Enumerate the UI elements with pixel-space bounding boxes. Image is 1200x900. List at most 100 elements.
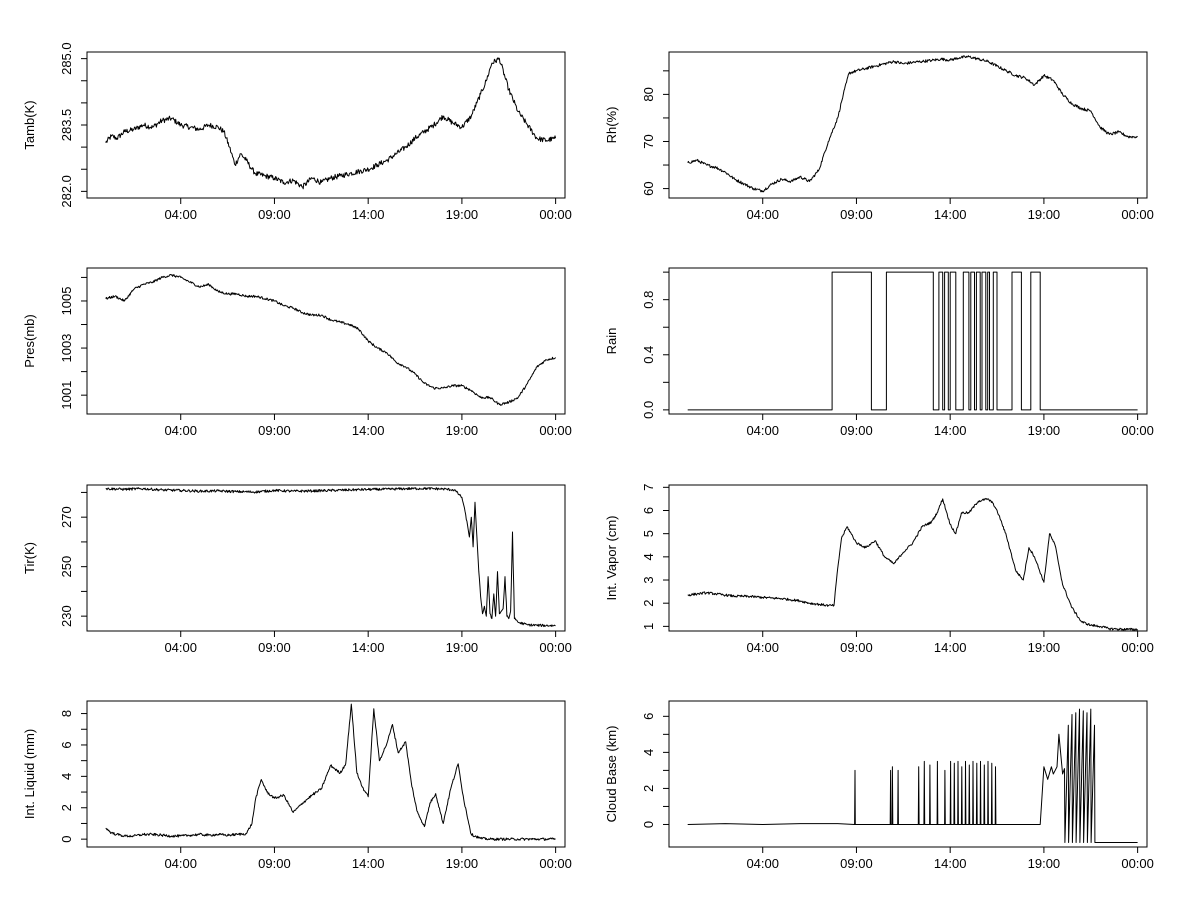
series-line [105, 703, 556, 841]
y-tick-label: 1 [641, 623, 656, 630]
y-tick-label: 1003 [59, 334, 74, 363]
x-tick-label: 09:00 [258, 423, 291, 438]
y-tick-label: 2 [59, 804, 74, 811]
y-axis-label: Tir(K) [22, 542, 37, 574]
x-tick-label: 09:00 [258, 640, 291, 655]
series-line [105, 274, 556, 406]
y-tick-label: 0.0 [641, 401, 656, 419]
series-line [687, 497, 1139, 631]
y-axis-label: Pres(mb) [22, 314, 37, 367]
x-tick-label: 14:00 [934, 640, 967, 655]
x-tick-label: 00:00 [1121, 640, 1154, 655]
plot-frame [86, 700, 566, 848]
y-tick-label: 1005 [59, 287, 74, 316]
plot-frame [668, 484, 1148, 632]
y-axis-label: Rh(%) [604, 107, 619, 144]
series-line [687, 55, 1138, 193]
chart-panel: 04:00 09:00 14:00 19:00 00:00 282.0 283.5 285.0… [22, 42, 572, 222]
plot-frame [86, 484, 566, 632]
series-line [105, 486, 556, 628]
x-tick-label: 14:00 [352, 423, 385, 438]
y-tick-label: 3 [641, 576, 656, 583]
chart-panel: 04:00 09:00 14:00 19:00 00:00 60 70 80 Rh(%) [604, 51, 1154, 222]
series-line [687, 271, 1138, 411]
y-tick-label: 282.0 [59, 175, 74, 208]
y-tick-label: 0.8 [641, 291, 656, 309]
series-line [105, 57, 557, 190]
x-tick-label: 00:00 [539, 640, 572, 655]
y-axis-label: Rain [604, 328, 619, 355]
x-tick-label: 19:00 [1028, 207, 1061, 222]
y-tick-label: 0.4 [641, 346, 656, 364]
y-tick-label: 6 [641, 507, 656, 514]
y-tick-label: 8 [59, 710, 74, 717]
y-tick-label: 1001 [59, 381, 74, 410]
y-tick-label: 7 [641, 484, 656, 491]
y-tick-label: 6 [59, 741, 74, 748]
y-tick-label: 5 [641, 530, 656, 537]
y-tick-label: 60 [641, 181, 656, 195]
y-axis-label: Tamb(K) [22, 100, 37, 149]
x-tick-label: 00:00 [1121, 423, 1154, 438]
chart-panel: 04:00 09:00 14:00 19:00 00:00 0.0 0.4 0.8 Rain [604, 267, 1154, 438]
y-axis-label: Cloud Base (km) [604, 726, 619, 823]
x-tick-label: 19:00 [446, 207, 479, 222]
x-tick-label: 14:00 [934, 856, 967, 871]
y-tick-label: 283.5 [59, 109, 74, 142]
chart-panel: 04:00 09:00 14:00 19:00 00:00 0 2 4 6 Cloud Base … [604, 700, 1154, 871]
x-tick-label: 09:00 [258, 207, 291, 222]
y-tick-label: 80 [641, 87, 656, 101]
x-tick-label: 00:00 [539, 207, 572, 222]
y-tick-label: 6 [641, 713, 656, 720]
y-tick-label: 250 [59, 556, 74, 578]
y-axis-label: Int. Liquid (mm) [22, 729, 37, 819]
x-tick-label: 19:00 [446, 640, 479, 655]
y-tick-label: 285.0 [59, 42, 74, 75]
x-tick-label: 14:00 [352, 856, 385, 871]
x-tick-label: 14:00 [934, 207, 967, 222]
x-tick-label: 19:00 [446, 423, 479, 438]
x-tick-label: 14:00 [352, 640, 385, 655]
x-tick-label: 19:00 [1028, 856, 1061, 871]
y-tick-label: 0 [641, 821, 656, 828]
x-tick-label: 00:00 [539, 423, 572, 438]
y-tick-label: 2 [641, 785, 656, 792]
x-tick-label: 09:00 [840, 423, 873, 438]
x-tick-label: 09:00 [840, 856, 873, 871]
plot-frame [86, 267, 566, 415]
x-tick-label: 04:00 [164, 640, 197, 655]
y-tick-label: 0 [59, 836, 74, 843]
x-tick-label: 19:00 [446, 856, 479, 871]
y-tick-label: 4 [59, 773, 74, 780]
chart-panel: 04:00 09:00 14:00 19:00 00:00 1 2 3 4 5 6 7 Int. Vap… [604, 484, 1154, 655]
x-tick-label: 04:00 [746, 856, 779, 871]
plot-frame [668, 267, 1148, 415]
y-axis-label: Int. Vapor (cm) [604, 515, 619, 600]
plot-frame [86, 51, 566, 199]
x-tick-label: 14:00 [352, 207, 385, 222]
x-tick-label: 04:00 [164, 423, 197, 438]
y-tick-label: 2 [641, 600, 656, 607]
x-tick-label: 00:00 [1121, 207, 1154, 222]
x-tick-label: 09:00 [258, 856, 291, 871]
y-tick-label: 4 [641, 553, 656, 560]
chart-panel: 04:00 09:00 14:00 19:00 00:00 0 2 4 6 8 Int. Liqui… [22, 700, 572, 871]
x-tick-label: 04:00 [164, 207, 197, 222]
x-tick-label: 04:00 [746, 207, 779, 222]
x-tick-label: 00:00 [539, 856, 572, 871]
x-tick-label: 14:00 [934, 423, 967, 438]
y-tick-label: 70 [641, 134, 656, 148]
chart-panel: 04:00 09:00 14:00 19:00 00:00 230 250 270 Tir(K) [22, 484, 572, 655]
plot-frame [668, 700, 1148, 848]
x-tick-label: 09:00 [840, 640, 873, 655]
y-tick-label: 230 [59, 605, 74, 627]
chart-panel: 04:00 09:00 14:00 19:00 00:00 1001 1003 1005 Pre… [22, 267, 572, 438]
series-line [687, 708, 1138, 843]
x-tick-label: 00:00 [1121, 856, 1154, 871]
x-tick-label: 19:00 [1028, 640, 1061, 655]
x-tick-label: 09:00 [840, 207, 873, 222]
plot-frame [668, 51, 1148, 199]
x-tick-label: 04:00 [746, 423, 779, 438]
x-tick-label: 04:00 [164, 856, 197, 871]
